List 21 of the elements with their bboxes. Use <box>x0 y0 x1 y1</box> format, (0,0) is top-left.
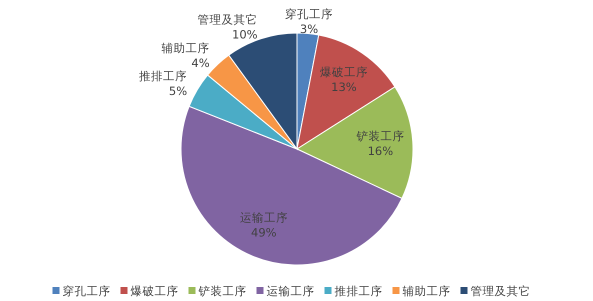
slice-label: 运输工序 <box>240 210 288 225</box>
legend-label: 爆破工序 <box>130 284 178 298</box>
legend-label: 铲装工序 <box>198 284 246 298</box>
legend-label: 推排工序 <box>334 284 382 298</box>
legend-label: 运输工序 <box>266 284 314 298</box>
slice-label: 管理及其它 <box>198 12 258 27</box>
legend-label: 穿孔工序 <box>62 284 110 298</box>
data-label: 5% <box>168 84 188 98</box>
slice-label: 铲装工序 <box>355 128 404 143</box>
data-label: 13% <box>331 80 357 94</box>
slice-label: 辅助工序 <box>162 40 210 55</box>
slice-label: 穿孔工序 <box>285 6 334 21</box>
data-label: 3% <box>300 22 318 36</box>
slice-label: 爆破工序 <box>320 64 368 79</box>
data-label: 10% <box>232 28 258 42</box>
slice-label: 推排工序 <box>139 69 188 84</box>
data-label: 4% <box>191 56 210 70</box>
legend-label: 管理及其它 <box>470 284 530 298</box>
legend-label: 辅助工序 <box>402 284 450 298</box>
data-label: 49% <box>251 226 277 240</box>
data-label: 16% <box>368 144 394 158</box>
